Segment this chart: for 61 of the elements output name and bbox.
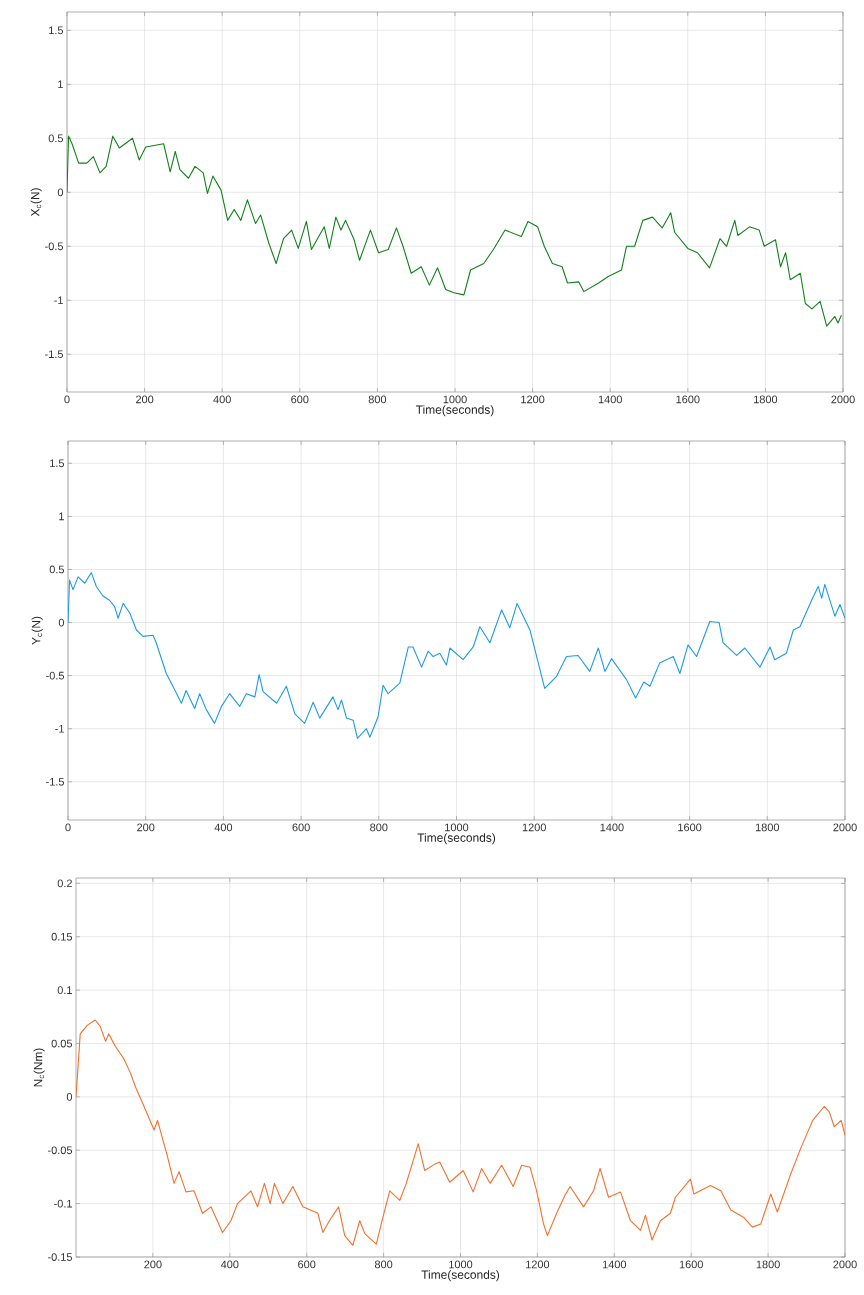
y-tick-label: -1 — [54, 296, 63, 305]
x-tick-label: 200 — [137, 823, 155, 832]
x-tick-label: 1000 — [445, 823, 469, 832]
x-axis-title: Time(seconds) — [415, 405, 494, 417]
y-tick-label: 1.5 — [50, 459, 65, 468]
x-tick-label: 600 — [298, 1260, 316, 1269]
x-tick-label: 600 — [292, 823, 310, 832]
x-axis-title: Time(seconds) — [417, 833, 496, 845]
x-tick-label: 1800 — [755, 823, 780, 832]
y-tick-label: -0.5 — [46, 671, 65, 680]
y-tick-label: 0 — [66, 1093, 73, 1101]
x-tick-label: 1000 — [449, 1260, 473, 1269]
x-tick-label: 800 — [368, 395, 387, 404]
y-tick-label: 0.2 — [57, 879, 72, 888]
x-tick-label: 400 — [220, 1260, 239, 1269]
x-tick-label: 600 — [291, 395, 309, 404]
y-tick-label: 1 — [59, 512, 64, 521]
x-tick-label: 1400 — [602, 1260, 627, 1269]
y-tick-label: 0.05 — [51, 1039, 73, 1048]
y-tick-label: 0 — [58, 618, 65, 627]
line-series — [76, 1019, 846, 1246]
x-tick-label: 1200 — [521, 395, 545, 404]
y-tick-label: -1 — [55, 724, 64, 733]
y-tick-label: 0.5 — [48, 134, 64, 143]
y-tick-label: 1.5 — [49, 26, 64, 35]
y-tick-label: -1.5 — [45, 350, 64, 359]
x-tick-label: 2000 — [831, 395, 855, 404]
x-tick-label: 1200 — [522, 823, 546, 832]
x-tick-label: 1400 — [600, 823, 624, 832]
y-tick-label: -0.15 — [47, 1253, 73, 1261]
x-tick-label: 2000 — [833, 1260, 857, 1269]
x-tick-label: 800 — [374, 1260, 393, 1269]
y-tick-label: 1 — [58, 80, 63, 89]
x-tick-label: 1800 — [756, 1260, 780, 1269]
x-tick-label: 1600 — [678, 823, 702, 832]
y-axis-title: N$_{c}$(Nm) — [33, 1048, 45, 1087]
y-tick-label: -0.5 — [45, 242, 64, 251]
x-tick-label: 200 — [144, 1260, 162, 1269]
y-axis-title: X$_{c}$(N) — [30, 188, 42, 217]
x-tick-label: 1600 — [676, 395, 700, 404]
x-tick-label: 1400 — [598, 395, 622, 404]
y-tick-label: 0.1 — [57, 986, 72, 994]
x-tick-label: 1200 — [526, 1260, 550, 1269]
x-tick-label: 800 — [370, 823, 388, 832]
line-series — [67, 135, 843, 327]
x-tick-label: 1600 — [679, 1260, 703, 1269]
y-tick-label: -0.1 — [54, 1199, 72, 1208]
y-tick-label: -0.05 — [47, 1146, 73, 1155]
line-series — [68, 572, 846, 739]
x-tick-label: 2000 — [833, 823, 857, 832]
x-tick-label: 200 — [136, 395, 154, 404]
x-tick-label: 400 — [214, 823, 233, 832]
x-tick-label: 1800 — [754, 395, 778, 404]
x-tick-label: 1000 — [443, 395, 467, 404]
y-tick-label: 0.5 — [49, 565, 65, 574]
x-axis-title: Time(seconds) — [421, 1270, 500, 1282]
y-tick-label: -1.5 — [46, 777, 65, 786]
x-tick-label: 400 — [213, 395, 231, 404]
y-tick-label: 0.15 — [51, 932, 73, 941]
y-tick-label: 0 — [57, 188, 64, 197]
y-axis-title: Y$_{c}$(N) — [31, 616, 43, 645]
